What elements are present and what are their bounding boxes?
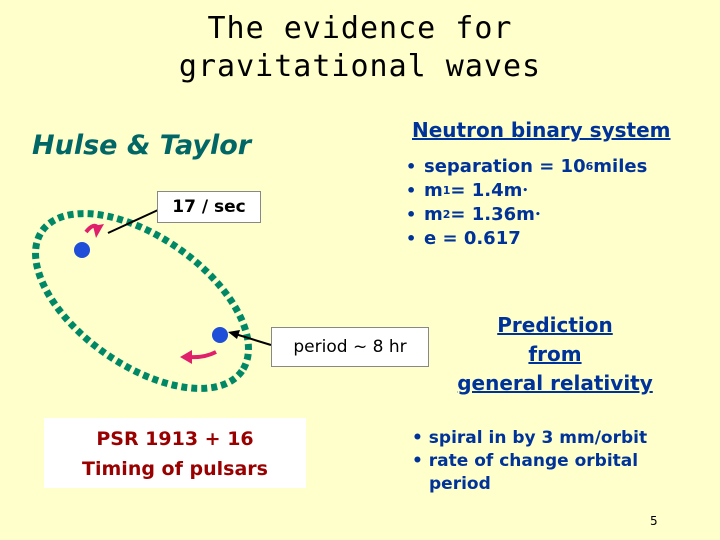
title-line-1: The evidence for: [207, 11, 513, 46]
eccentricity-text: e = 0.617: [424, 228, 521, 249]
psr-line-1: PSR 1913 + 16: [96, 428, 254, 450]
bullet-icon: •: [406, 157, 417, 176]
orbit-ellipse: [32, 210, 252, 392]
effect-1-text: spiral in by 3 mm/orbit: [428, 428, 648, 448]
slide-title: The evidence for gravitational waves: [0, 10, 720, 86]
period-box: period ~ 8 hr: [271, 327, 429, 367]
m2-symbol: m: [424, 204, 443, 225]
m2-value: = 1.36m: [450, 204, 535, 225]
prediction-line-2: from: [528, 342, 582, 366]
psr-box: PSR 1913 + 16 Timing of pulsars: [44, 418, 306, 488]
orbit-arrow-upper-head: [93, 224, 104, 238]
system-heading: Neutron binary system: [412, 118, 671, 142]
period-pointer-line: [231, 332, 272, 346]
prediction-line-3: general relativity: [457, 371, 653, 395]
effect-2-text: rate of change orbital: [428, 451, 639, 471]
psr-line-2: Timing of pulsars: [82, 458, 268, 480]
title-line-2: gravitational waves: [178, 49, 542, 84]
neutron-star-2: [212, 327, 228, 343]
bullet-icon: •: [406, 181, 417, 200]
effect-1: • spiral in by 3 mm/orbit: [412, 427, 647, 450]
prediction-effects: • spiral in by 3 mm/orbit • rate of chan…: [412, 427, 647, 496]
solar-mark-icon: •: [534, 210, 541, 220]
effect-2: • rate of change orbital: [412, 450, 647, 473]
orbit-arrow-lower-head: [180, 350, 192, 364]
separation-exponent: 6: [585, 160, 594, 173]
prediction-heading: Prediction from general relativity: [440, 311, 670, 398]
authors-label: Hulse & Taylor: [32, 130, 252, 161]
bullet-icon: •: [406, 205, 417, 224]
m1-subscript: 1: [442, 184, 451, 197]
prediction-line-1: Prediction: [497, 313, 613, 337]
solar-mark-icon: •: [522, 186, 529, 196]
separation-unit: miles: [593, 156, 648, 177]
pulse-rate-box: 17 / sec: [157, 191, 261, 223]
effect-2-continued: period: [429, 474, 491, 494]
m2-subscript: 2: [442, 208, 451, 221]
orbit-arrow-lower: [189, 350, 217, 360]
period-pointer-arrowhead: [228, 330, 240, 339]
separation-row: • separation = 10 6 miles: [406, 155, 647, 179]
eccentricity-row: • e = 0.617: [406, 227, 647, 251]
bullet-icon: •: [412, 428, 429, 448]
bullet-icon: •: [412, 451, 429, 471]
m1-value: = 1.4m: [450, 180, 523, 201]
bullet-icon: •: [406, 229, 417, 248]
neutron-star-1: [74, 242, 90, 258]
m1-symbol: m: [424, 180, 443, 201]
separation-text: separation = 10: [424, 156, 586, 177]
page-number: 5: [650, 514, 658, 528]
pulse-pointer-line: [107, 209, 159, 234]
